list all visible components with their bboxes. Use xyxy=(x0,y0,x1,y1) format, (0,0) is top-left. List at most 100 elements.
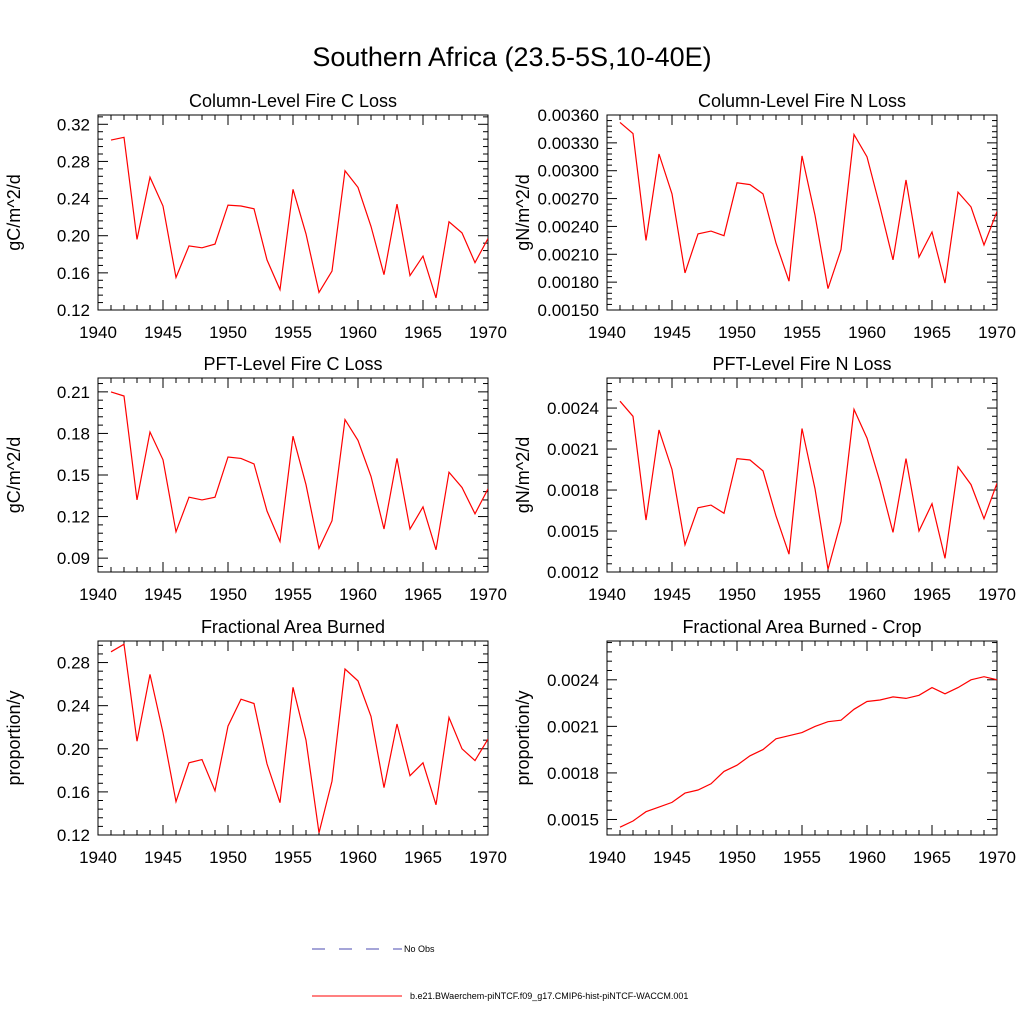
y-tick-label: 0.00360 xyxy=(538,106,599,125)
y-tick-label: 0.0015 xyxy=(547,810,599,829)
x-tick-label: 1960 xyxy=(339,585,377,604)
x-tick-label: 1965 xyxy=(913,585,951,604)
x-tick-label: 1940 xyxy=(79,585,117,604)
x-tick-label: 1960 xyxy=(339,848,377,867)
x-tick-label: 1965 xyxy=(404,848,442,867)
y-tick-label: 0.32 xyxy=(57,115,90,134)
y-tick-label: 0.0024 xyxy=(547,399,599,418)
chart-title: Fractional Area Burned xyxy=(201,617,385,637)
series-line xyxy=(110,136,488,299)
y-tick-label: 0.00300 xyxy=(538,162,599,181)
chart-title: PFT-Level Fire N Loss xyxy=(712,354,891,374)
x-tick-label: 1970 xyxy=(978,323,1016,342)
y-tick-label: 0.18 xyxy=(57,424,90,443)
chart-panel: Fractional Area Burned - Crop proportion/… xyxy=(513,617,1016,867)
x-tick-label: 1965 xyxy=(913,323,951,342)
x-tick-label: 1965 xyxy=(913,848,951,867)
x-tick-label: 1945 xyxy=(144,323,182,342)
plot-frame xyxy=(97,377,489,573)
x-tick-label: 1945 xyxy=(144,585,182,604)
y-tick-label: 0.0024 xyxy=(547,671,599,690)
x-tick-label: 1955 xyxy=(783,585,821,604)
y-tick-label: 0.00240 xyxy=(538,217,599,236)
y-tick-label: 0.28 xyxy=(57,152,90,171)
plot-frame xyxy=(606,377,998,573)
x-tick-label: 1955 xyxy=(274,848,312,867)
series-line xyxy=(110,643,488,833)
x-tick-label: 1960 xyxy=(848,585,886,604)
chart-panel: PFT-Level Fire C Loss gC/m^2/d 1940 1945 195… xyxy=(4,354,507,604)
chart-title: PFT-Level Fire C Loss xyxy=(203,354,382,374)
x-tick-label: 1945 xyxy=(653,323,691,342)
plot-frame xyxy=(606,640,998,836)
x-tick-label: 1950 xyxy=(209,323,247,342)
x-tick-label: 1945 xyxy=(653,585,691,604)
y-tick-label: 0.16 xyxy=(57,783,90,802)
y-tick-label: 0.0021 xyxy=(547,717,599,736)
x-tick-label: 1965 xyxy=(404,585,442,604)
chart-title: Fractional Area Burned - Crop xyxy=(682,617,921,637)
y-tick-label: 0.0015 xyxy=(547,522,599,541)
y-axis-label: proportion/y xyxy=(4,690,24,785)
x-tick-label: 1965 xyxy=(404,323,442,342)
x-tick-label: 1940 xyxy=(588,323,626,342)
y-tick-label: 0.0018 xyxy=(547,764,599,783)
y-tick-label: 0.0018 xyxy=(547,481,599,500)
x-tick-label: 1955 xyxy=(783,848,821,867)
chart-title: Column-Level Fire N Loss xyxy=(698,91,906,111)
chart-panel: Column-Level Fire C Loss gC/m^2/d 1940 1945… xyxy=(4,91,507,342)
y-tick-label: 0.20 xyxy=(57,227,90,246)
plot-frame xyxy=(97,640,489,836)
y-tick-label: 0.12 xyxy=(57,508,90,527)
x-tick-label: 1950 xyxy=(209,585,247,604)
x-tick-label: 1950 xyxy=(718,323,756,342)
y-tick-label: 0.12 xyxy=(57,301,90,320)
plot-frame xyxy=(606,114,998,311)
y-axis-label: gC/m^2/d xyxy=(4,174,24,250)
series-line xyxy=(110,391,488,551)
y-tick-label: 0.20 xyxy=(57,740,90,759)
x-tick-label: 1955 xyxy=(274,323,312,342)
y-tick-label: 0.15 xyxy=(57,466,90,485)
chart-panel: PFT-Level Fire N Loss gN/m^2/d 1940 1945 195… xyxy=(513,354,1016,604)
y-tick-label: 0.00150 xyxy=(538,301,599,320)
chart-panels: Column-Level Fire C Loss gC/m^2/d 1940 1945… xyxy=(4,91,1016,867)
legend-label-no-obs: No Obs xyxy=(404,944,435,954)
x-tick-label: 1950 xyxy=(718,848,756,867)
y-tick-label: 0.12 xyxy=(57,826,90,845)
x-tick-label: 1940 xyxy=(588,848,626,867)
y-axis-label: proportion/y xyxy=(513,690,533,785)
x-tick-label: 1970 xyxy=(469,323,507,342)
y-tick-label: 0.16 xyxy=(57,264,90,283)
x-tick-label: 1945 xyxy=(653,848,691,867)
y-tick-label: 0.28 xyxy=(57,654,90,673)
chart-panel: Column-Level Fire N Loss gN/m^2/d 1940 1945… xyxy=(513,91,1016,342)
x-tick-label: 1960 xyxy=(848,323,886,342)
y-tick-label: 0.0012 xyxy=(547,563,599,582)
series-line xyxy=(619,400,997,570)
y-axis-label: gC/m^2/d xyxy=(4,437,24,513)
series-line xyxy=(619,676,997,828)
y-tick-label: 0.24 xyxy=(57,697,90,716)
y-tick-label: 0.24 xyxy=(57,190,90,209)
x-tick-label: 1945 xyxy=(144,848,182,867)
x-tick-label: 1950 xyxy=(209,848,247,867)
x-tick-label: 1955 xyxy=(783,323,821,342)
x-tick-label: 1940 xyxy=(588,585,626,604)
x-tick-label: 1960 xyxy=(339,323,377,342)
figure-title: Southern Africa (23.5-5S,10-40E) xyxy=(312,42,711,72)
y-tick-label: 0.00270 xyxy=(538,190,599,209)
x-tick-label: 1940 xyxy=(79,323,117,342)
x-tick-label: 1960 xyxy=(848,848,886,867)
y-tick-label: 0.00180 xyxy=(538,273,599,292)
series-line xyxy=(619,121,997,289)
x-tick-label: 1950 xyxy=(718,585,756,604)
y-tick-label: 0.09 xyxy=(57,549,90,568)
x-tick-label: 1970 xyxy=(978,848,1016,867)
plot-frame xyxy=(97,114,489,311)
x-tick-label: 1940 xyxy=(79,848,117,867)
y-tick-label: 0.0021 xyxy=(547,440,599,459)
y-tick-label: 0.00330 xyxy=(538,134,599,153)
legend-label-model: b.e21.BWaerchem-piNTCF.f09_g17.CMIP6-his… xyxy=(410,991,688,1001)
